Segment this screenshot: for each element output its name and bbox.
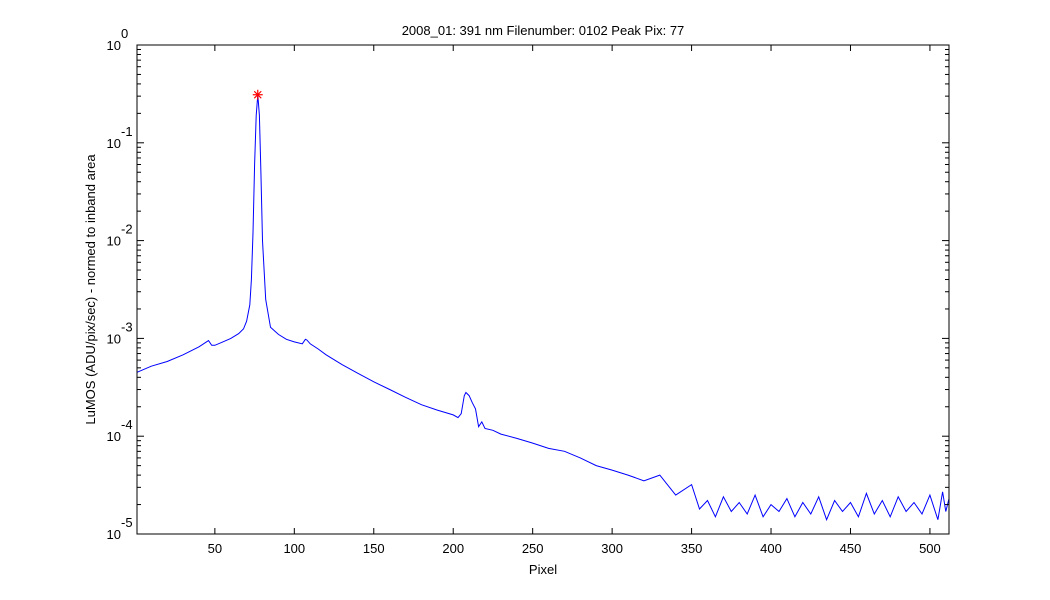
tick-layer: 50 100 150 200 250 300 350 400 450 50010010-110-2… bbox=[107, 26, 949, 556]
y-tick-label-base-1: 10 bbox=[107, 136, 121, 151]
x-axis-label: Pixel bbox=[529, 562, 557, 577]
y-tick-label-base-4: 10 bbox=[107, 429, 121, 444]
x-tick-label-7: 400 bbox=[760, 541, 782, 556]
x-tick-label-4: 250 bbox=[522, 541, 544, 556]
y-tick-label-base-2: 10 bbox=[107, 234, 121, 249]
y-tick-label-base-3: 10 bbox=[107, 331, 121, 346]
x-tick-label-0: 50 bbox=[208, 541, 222, 556]
y-tick-label-base-0: 10 bbox=[107, 38, 121, 53]
y-tick-label-exp-0: 0 bbox=[121, 26, 128, 41]
chart-title: 2008_01: 391 nm Filenumber: 0102 Peak Pi… bbox=[402, 23, 685, 38]
x-tick-label-5: 300 bbox=[601, 541, 623, 556]
y-tick-label-base-5: 10 bbox=[107, 527, 121, 542]
x-tick-label-3: 200 bbox=[442, 541, 464, 556]
y-tick-label-exp-1: -1 bbox=[121, 124, 133, 139]
series-layer bbox=[136, 94, 950, 522]
x-tick-label-6: 350 bbox=[681, 541, 703, 556]
y-tick-label-exp-3: -3 bbox=[121, 319, 133, 334]
x-tick-label-2: 150 bbox=[363, 541, 385, 556]
x-tick-label-1: 100 bbox=[283, 541, 305, 556]
y-tick-label-exp-5: -5 bbox=[121, 515, 133, 530]
axes-frame bbox=[136, 44, 950, 535]
x-tick-label-8: 450 bbox=[840, 541, 862, 556]
series-line-0 bbox=[136, 94, 950, 522]
marker-layer bbox=[252, 89, 263, 100]
x-tick-label-9: 500 bbox=[919, 541, 941, 556]
y-tick-label-exp-4: -4 bbox=[121, 417, 133, 432]
peak-marker-0 bbox=[252, 89, 263, 100]
y-axis-label: LuMOS (ADU/pix/sec) - normed to inband a… bbox=[83, 154, 98, 425]
y-tick-label-exp-2: -2 bbox=[121, 222, 133, 237]
plot-area bbox=[137, 45, 949, 534]
